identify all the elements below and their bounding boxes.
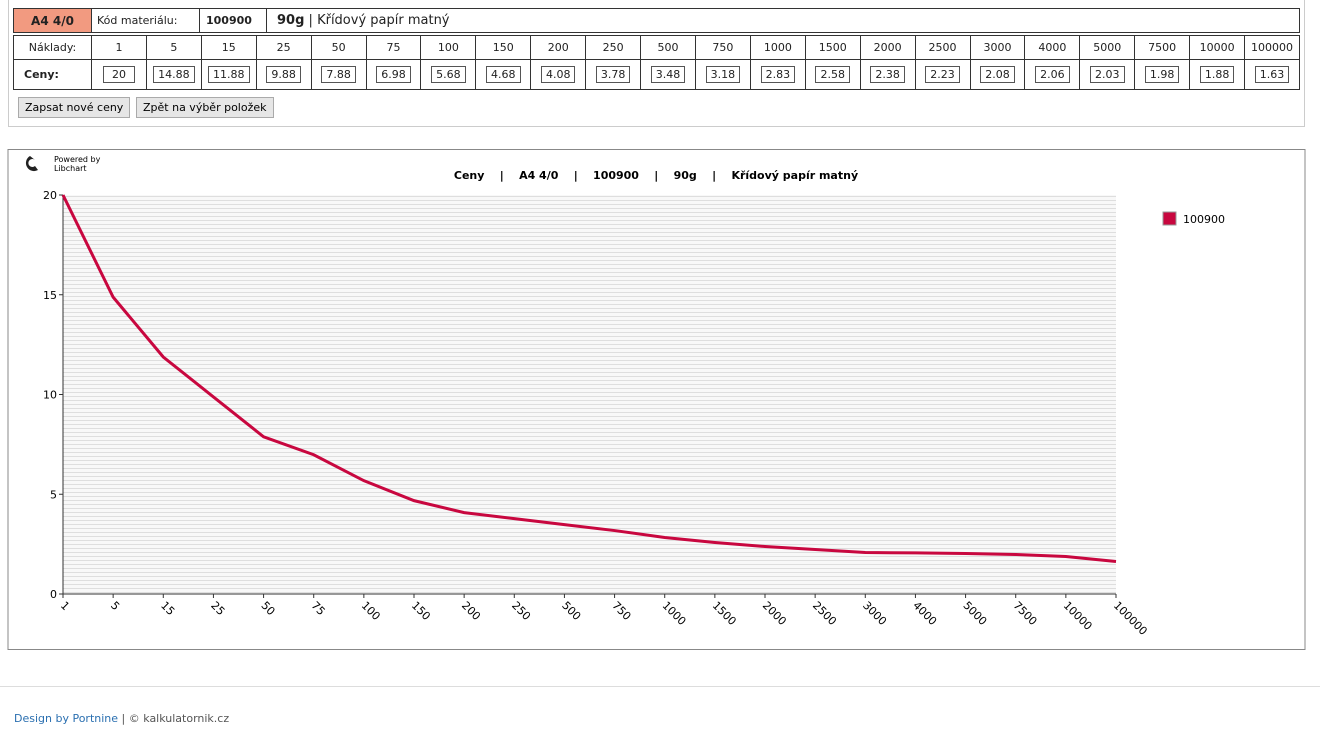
prices-label: Ceny:: [13, 59, 92, 90]
quantity: 500: [640, 35, 696, 60]
material-label: Kód materiálu:: [91, 8, 200, 33]
price-line: [61, 194, 1117, 563]
price-cell: 2.03: [1079, 59, 1136, 90]
quantities-label: Náklady:: [13, 35, 92, 60]
weight: 90g: [277, 13, 305, 28]
price-input: 4.08: [540, 66, 576, 83]
price-input: 3.78: [595, 66, 631, 83]
price-input: 14.88: [153, 66, 195, 83]
plot-area: [63, 195, 1116, 594]
y-tick-label: 5: [50, 488, 57, 501]
legend-swatch: [1162, 211, 1177, 226]
copyright: © kalkulatornik.cz: [128, 712, 230, 725]
y-tick-label: 0: [50, 588, 57, 601]
price-cell: 2.06: [1024, 59, 1081, 90]
material-name: Křídový papír matný: [317, 13, 450, 28]
footer: Design by Portnine | © kalkulatornik.cz: [14, 712, 229, 725]
quantity: 150: [475, 35, 532, 60]
price-cell: 7.88: [310, 59, 367, 90]
price-cell: 3.78: [585, 59, 642, 90]
price-cell: 4.08: [530, 59, 587, 90]
price-cell: 2.08: [969, 59, 1026, 90]
material: 90g | Křídový papír matný: [266, 8, 1300, 33]
price-cell: 3.48: [640, 59, 696, 90]
price-cell: 4.68: [475, 59, 532, 90]
quantity: 7500: [1134, 35, 1191, 60]
price-input: 9.88: [266, 66, 301, 83]
y-tick-label: 10: [43, 389, 57, 402]
price-cell: 2.38: [859, 59, 916, 90]
price-table: Náklady: 1 5 15 25 50 75 100 150 200 250 500 750 1000…: [13, 35, 1300, 90]
quantity: 3000: [969, 35, 1026, 60]
quantity: 2500: [914, 35, 971, 60]
credit-link[interactable]: Design by Portnine: [14, 712, 119, 725]
powered-by: Powered by: [54, 155, 101, 164]
price-input: 11.88: [208, 66, 250, 83]
code: A4 4/0: [13, 8, 92, 33]
price-input: 2.38: [870, 66, 905, 83]
price-cell: 2.23: [914, 59, 971, 90]
price-input: 7.88: [321, 66, 356, 83]
price-input: 2.58: [815, 66, 850, 83]
price-input: 5.68: [431, 66, 466, 83]
quantity: 4000: [1024, 35, 1081, 60]
quantity: 1: [91, 35, 147, 60]
powered-name: Libchart: [54, 164, 87, 173]
quantity: 5: [145, 35, 202, 60]
chart-title: Ceny | A4 4/0 | 100900 | 90g | Křídový p…: [454, 169, 858, 182]
price-input: 2.83: [760, 66, 796, 83]
y-tick-label: 20: [43, 189, 57, 202]
price-cell: 14.88: [145, 59, 202, 90]
price-input: 3.48: [650, 66, 686, 83]
price-input: 2.23: [925, 66, 960, 83]
price-cell: 1.88: [1189, 59, 1246, 90]
price-cell: 3.18: [694, 59, 751, 90]
quantity: 100000: [1244, 35, 1300, 60]
y-tick-label: 15: [43, 289, 57, 302]
price-input: 2.03: [1090, 66, 1125, 83]
quantity: 750: [694, 35, 751, 60]
price-input: 1.88: [1199, 66, 1235, 83]
price-cell: 5.68: [420, 59, 477, 90]
price-input: 1.63: [1254, 66, 1290, 83]
legend-label: 100900: [1183, 213, 1225, 226]
price-cell: 2.58: [804, 59, 861, 90]
sep: |: [308, 13, 313, 28]
top-panel: [8, 0, 1305, 127]
price-input: 3.18: [705, 66, 741, 83]
price-cell: 1.98: [1134, 59, 1191, 90]
footer-sep: |: [121, 712, 126, 725]
price-input: 1.98: [1144, 66, 1180, 83]
price-cell: 1.63: [1244, 59, 1300, 90]
footer-rule: [0, 686, 1320, 687]
price-input: 4.68: [486, 66, 521, 83]
quantity: 2000: [859, 35, 916, 60]
header-table: A4 4/0 Kód materiálu: 100900 90g | Křído…: [13, 8, 1300, 33]
price-cell: 6.98: [365, 59, 422, 90]
price-cell: 9.88: [255, 59, 312, 90]
libchart-logo: [25, 156, 38, 172]
price-input: 2.06: [1035, 66, 1070, 83]
back-button[interactable]: Zpět na výběr položek: [136, 97, 274, 118]
price-input: 2.08: [980, 66, 1015, 83]
save-button[interactable]: Zapsat nové ceny: [18, 97, 131, 118]
price-cell: 20: [91, 59, 147, 90]
price-input: 20: [102, 66, 135, 83]
price-input: 6.98: [376, 66, 411, 83]
